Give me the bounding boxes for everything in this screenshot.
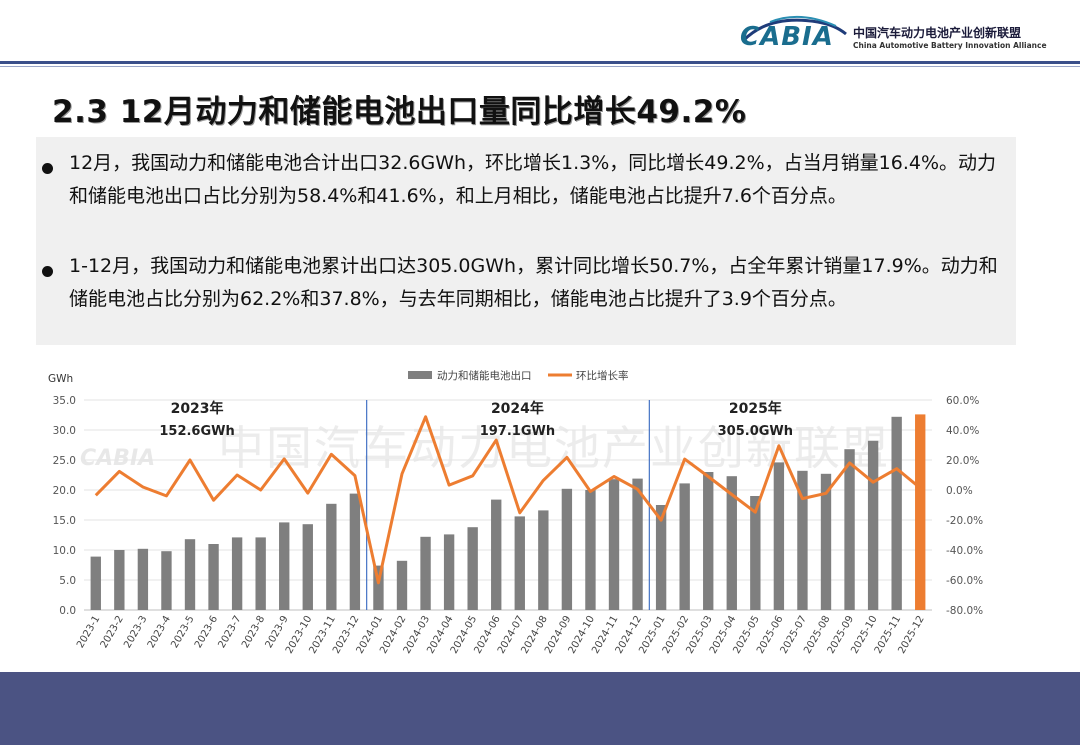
bar (561, 488, 573, 610)
bar (184, 539, 196, 610)
bar (655, 505, 667, 610)
year-label: 2025年 (729, 400, 782, 417)
legend-line-label: 环比增长率 (576, 369, 629, 382)
bar (773, 462, 785, 610)
y-tick-label: 10.0 (53, 545, 76, 557)
bar (279, 522, 290, 610)
bar (420, 536, 431, 610)
y2-tick-label: -60.0% (946, 575, 983, 587)
bar (373, 565, 384, 610)
y2-tick-label: -80.0% (946, 605, 983, 617)
bar (679, 483, 690, 610)
bullet-text: 1-12月，我国动力和储能电池累计出口达305.0GWh，累计同比增长50.7%… (69, 255, 998, 310)
bar (255, 537, 266, 610)
bar (867, 440, 879, 610)
y-tick-label: 0.0 (59, 605, 76, 617)
bar (844, 449, 855, 610)
bullet-dot-icon (42, 266, 53, 277)
year-total-label: 197.1GWh (480, 424, 555, 439)
y2-tick-label: 20.0% (946, 455, 979, 467)
bar (514, 516, 525, 610)
bar (90, 556, 101, 610)
year-label: 2023年 (171, 400, 224, 417)
bar (585, 490, 596, 610)
growth-rate-line (94, 415, 922, 585)
bullet-item: 1-12月，我国动力和储能电池累计出口达305.0GWh，累计同比增长50.7%… (36, 250, 1016, 350)
bar (114, 550, 125, 610)
year-total-label: 305.0GWh (718, 424, 793, 439)
bar (703, 472, 714, 610)
bar (491, 499, 502, 610)
logo-brand-text: CABIA (740, 22, 834, 52)
bar (538, 510, 549, 610)
y2-tick-label: 40.0% (946, 425, 979, 437)
page-title: 2.3 12月动力和储能电池出口量同比增长49.2% (52, 94, 747, 130)
bar (349, 493, 361, 610)
y-tick-label: 25.0 (53, 455, 76, 467)
bar (726, 476, 737, 610)
bar (632, 478, 643, 610)
year-label: 2024年 (491, 400, 544, 417)
y-tick-label: 15.0 (53, 515, 76, 527)
bullet-item: 12月，我国动力和储能电池合计出口32.6GWh，环比增长1.3%，同比增长49… (36, 147, 1016, 247)
bar (467, 527, 478, 610)
logo-cn-text: 中国汽车动力电池产业创新联盟 (853, 26, 1022, 40)
bar (750, 496, 761, 610)
bar (891, 416, 902, 610)
y-axis-label: GWh (48, 373, 73, 385)
bar (161, 551, 172, 610)
bullet-dot-icon (42, 163, 53, 174)
bar (820, 473, 832, 610)
bar (326, 503, 337, 610)
watermark-logo: CABIA (80, 446, 156, 471)
header-rule (0, 61, 1080, 64)
bar (797, 470, 808, 610)
y-tick-label: 35.0 (53, 395, 76, 407)
legend-bar-label: 动力和储能电池出口 (437, 369, 532, 382)
bar (137, 548, 149, 610)
footer-band (0, 672, 1080, 745)
bar (608, 479, 620, 610)
y-tick-label: 5.0 (59, 575, 76, 587)
car-arc-icon (742, 15, 847, 42)
y2-tick-label: -20.0% (946, 515, 983, 527)
y2-tick-label: 0.0% (946, 485, 973, 497)
summary-box: 12月，我国动力和储能电池合计出口32.6GWh，环比增长1.3%，同比增长49… (36, 137, 1016, 345)
bar (915, 414, 926, 610)
y-tick-label: 20.0 (53, 485, 76, 497)
y-tick-label: 30.0 (53, 425, 76, 437)
header-rule-thin (0, 66, 1080, 67)
export-chart: 35.0 30.0 25.0 20.0 15.0 10.0 5.0 0.0 60.0% 40.0%… (48, 369, 983, 656)
legend-bar-swatch (408, 371, 432, 379)
logo-en-text: China Automotive Battery Innovation Alli… (853, 41, 1047, 50)
cabia-logo: CABIA 中国汽车动力电池产业创新联盟 China Automotive Ba… (740, 12, 1080, 56)
y2-tick-label: 60.0% (946, 395, 979, 407)
bar (231, 537, 243, 610)
bar (208, 544, 219, 610)
bar (396, 560, 408, 610)
year-total-label: 152.6GWh (159, 424, 234, 439)
bullet-text: 12月，我国动力和储能电池合计出口32.6GWh，环比增长1.3%，同比增长49… (69, 152, 997, 207)
bar (443, 534, 455, 610)
bar (302, 524, 313, 610)
y2-tick-label: -40.0% (946, 545, 983, 557)
